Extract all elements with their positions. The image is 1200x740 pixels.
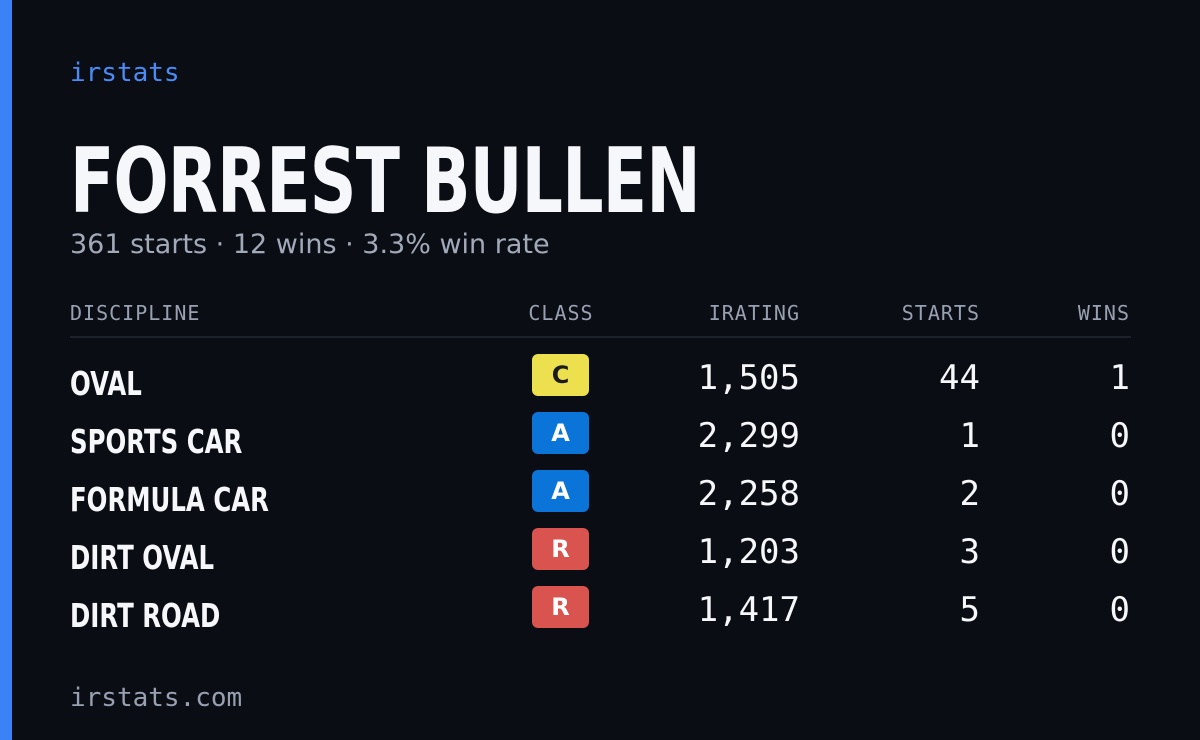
wins: 1 — [1109, 358, 1130, 398]
discipline: OVAL — [70, 364, 142, 403]
starts: 2 — [959, 474, 980, 514]
header-rule — [70, 336, 1131, 338]
summary: 361 starts · 12 wins · 3.3% win rate — [70, 229, 550, 260]
wins-header: WINS — [1077, 301, 1130, 325]
discipline: SPORTS CAR — [70, 422, 243, 461]
irating-header: IRATING — [708, 301, 800, 325]
discipline: FORMULA CAR — [70, 480, 269, 519]
irating: 1,505 — [697, 358, 800, 398]
discipline: DIRT ROAD — [70, 596, 221, 635]
wins: 0 — [1109, 416, 1130, 456]
irating: 1,417 — [697, 590, 800, 630]
starts-header: STARTS — [901, 301, 980, 325]
footer-url: irstats.com — [70, 683, 243, 713]
irating: 2,258 — [697, 474, 800, 514]
class-badge: R — [532, 586, 589, 628]
irating: 2,299 — [697, 416, 800, 456]
starts: 3 — [959, 532, 980, 572]
wins: 0 — [1109, 474, 1130, 514]
discipline: DIRT OVAL — [70, 538, 215, 577]
class-header: CLASS — [528, 301, 594, 325]
driver-name: FORREST BULLEN — [70, 129, 701, 234]
wins: 0 — [1109, 590, 1130, 630]
starts: 5 — [959, 590, 980, 630]
class-badge: A — [532, 470, 589, 512]
class-badge: A — [532, 412, 589, 454]
wins: 0 — [1109, 532, 1130, 572]
irating: 1,203 — [697, 532, 800, 572]
starts: 44 — [939, 358, 980, 398]
starts: 1 — [959, 416, 980, 456]
discipline-header: DISCIPLINE — [70, 301, 201, 325]
class-badge: C — [532, 354, 589, 396]
accent-stripe — [0, 0, 12, 740]
class-badge: R — [532, 528, 589, 570]
brand: irstats — [70, 58, 180, 88]
